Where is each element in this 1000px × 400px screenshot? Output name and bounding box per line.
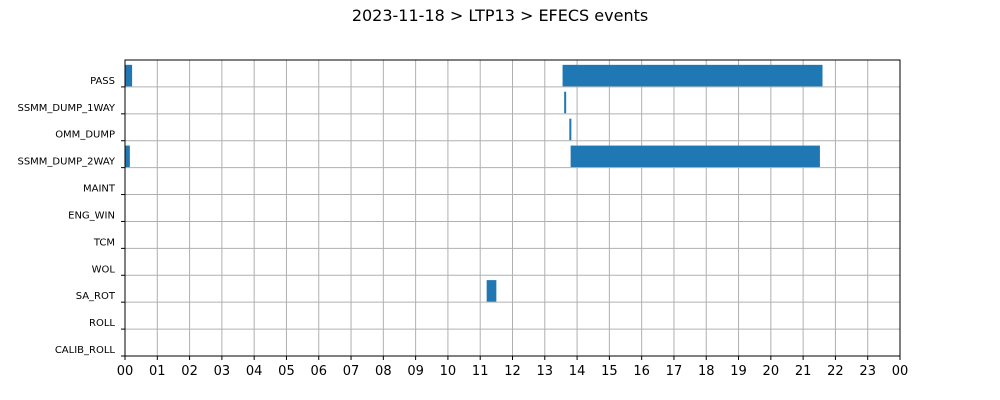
event-bar-sa-rot xyxy=(486,280,497,302)
x-tick-label: 16 xyxy=(633,364,650,379)
event-bar-ssmm-dump-2way xyxy=(125,145,130,168)
x-tick-label: 22 xyxy=(827,364,844,379)
x-tick-label: 23 xyxy=(859,364,876,379)
x-tick-label: 02 xyxy=(181,364,198,379)
y-tick-label: ROLL xyxy=(89,318,115,329)
event-bar-ssmm-dump-1way xyxy=(564,91,567,114)
y-tick-label: MAINT xyxy=(83,184,116,195)
x-tick-label: 00 xyxy=(892,364,909,379)
x-tick-label: 15 xyxy=(601,364,618,379)
grid-lines xyxy=(124,60,901,356)
x-tick-label: 04 xyxy=(246,364,263,379)
event-bar-pass xyxy=(562,64,823,87)
y-tick-label: SA_ROT xyxy=(76,291,116,302)
x-tick-label: 11 xyxy=(472,364,489,379)
chart-title: 2023-11-18 > LTP13 > EFECS events xyxy=(351,6,649,25)
y-tick-label: CALIB_ROLL xyxy=(55,345,116,356)
x-tick-label: 20 xyxy=(763,364,780,379)
x-tick-label: 06 xyxy=(310,364,327,379)
x-tick-label: 05 xyxy=(278,364,295,379)
x-tick-label: 07 xyxy=(343,364,360,379)
x-tick-label: 19 xyxy=(730,364,747,379)
x-tick-label: 14 xyxy=(569,364,586,379)
x-tick-label: 03 xyxy=(214,364,231,379)
y-tick-label: WOL xyxy=(92,264,116,275)
x-tick-label: 00 xyxy=(117,364,134,379)
x-tick-label: 08 xyxy=(375,364,392,379)
y-tick-label: ENG_WIN xyxy=(68,210,115,221)
x-tick-label: 12 xyxy=(504,364,521,379)
y-tick-label: SSMM_DUMP_2WAY xyxy=(17,157,115,168)
x-tick-label: 21 xyxy=(795,364,812,379)
event-bar-omm-dump xyxy=(569,118,572,141)
y-tick-label: OMM_DUMP xyxy=(55,130,115,141)
x-tick-label: 10 xyxy=(440,364,457,379)
event-bar-pass xyxy=(125,64,133,87)
x-tick-label: 09 xyxy=(407,364,424,379)
x-tick-label: 13 xyxy=(537,364,554,379)
y-axis: PASS SSMM_DUMP_1WAY OMM_DUMP SSMM_DUMP_2WAY… xyxy=(17,76,125,357)
x-tick-label: 18 xyxy=(698,364,715,379)
y-tick-label: PASS xyxy=(90,76,115,87)
event-bars xyxy=(125,64,823,302)
y-tick-label: SSMM_DUMP_1WAY xyxy=(17,103,115,114)
x-tick-label: 17 xyxy=(666,364,683,379)
x-tick-label: 01 xyxy=(149,364,166,379)
event-bar-ssmm-dump-2way xyxy=(570,145,820,168)
x-axis: 00 01 02 03 04 05 06 07 08 09 10 11 12 13 14 15 16 17 18 19… xyxy=(117,356,909,379)
y-tick-label: TCM xyxy=(93,237,115,248)
